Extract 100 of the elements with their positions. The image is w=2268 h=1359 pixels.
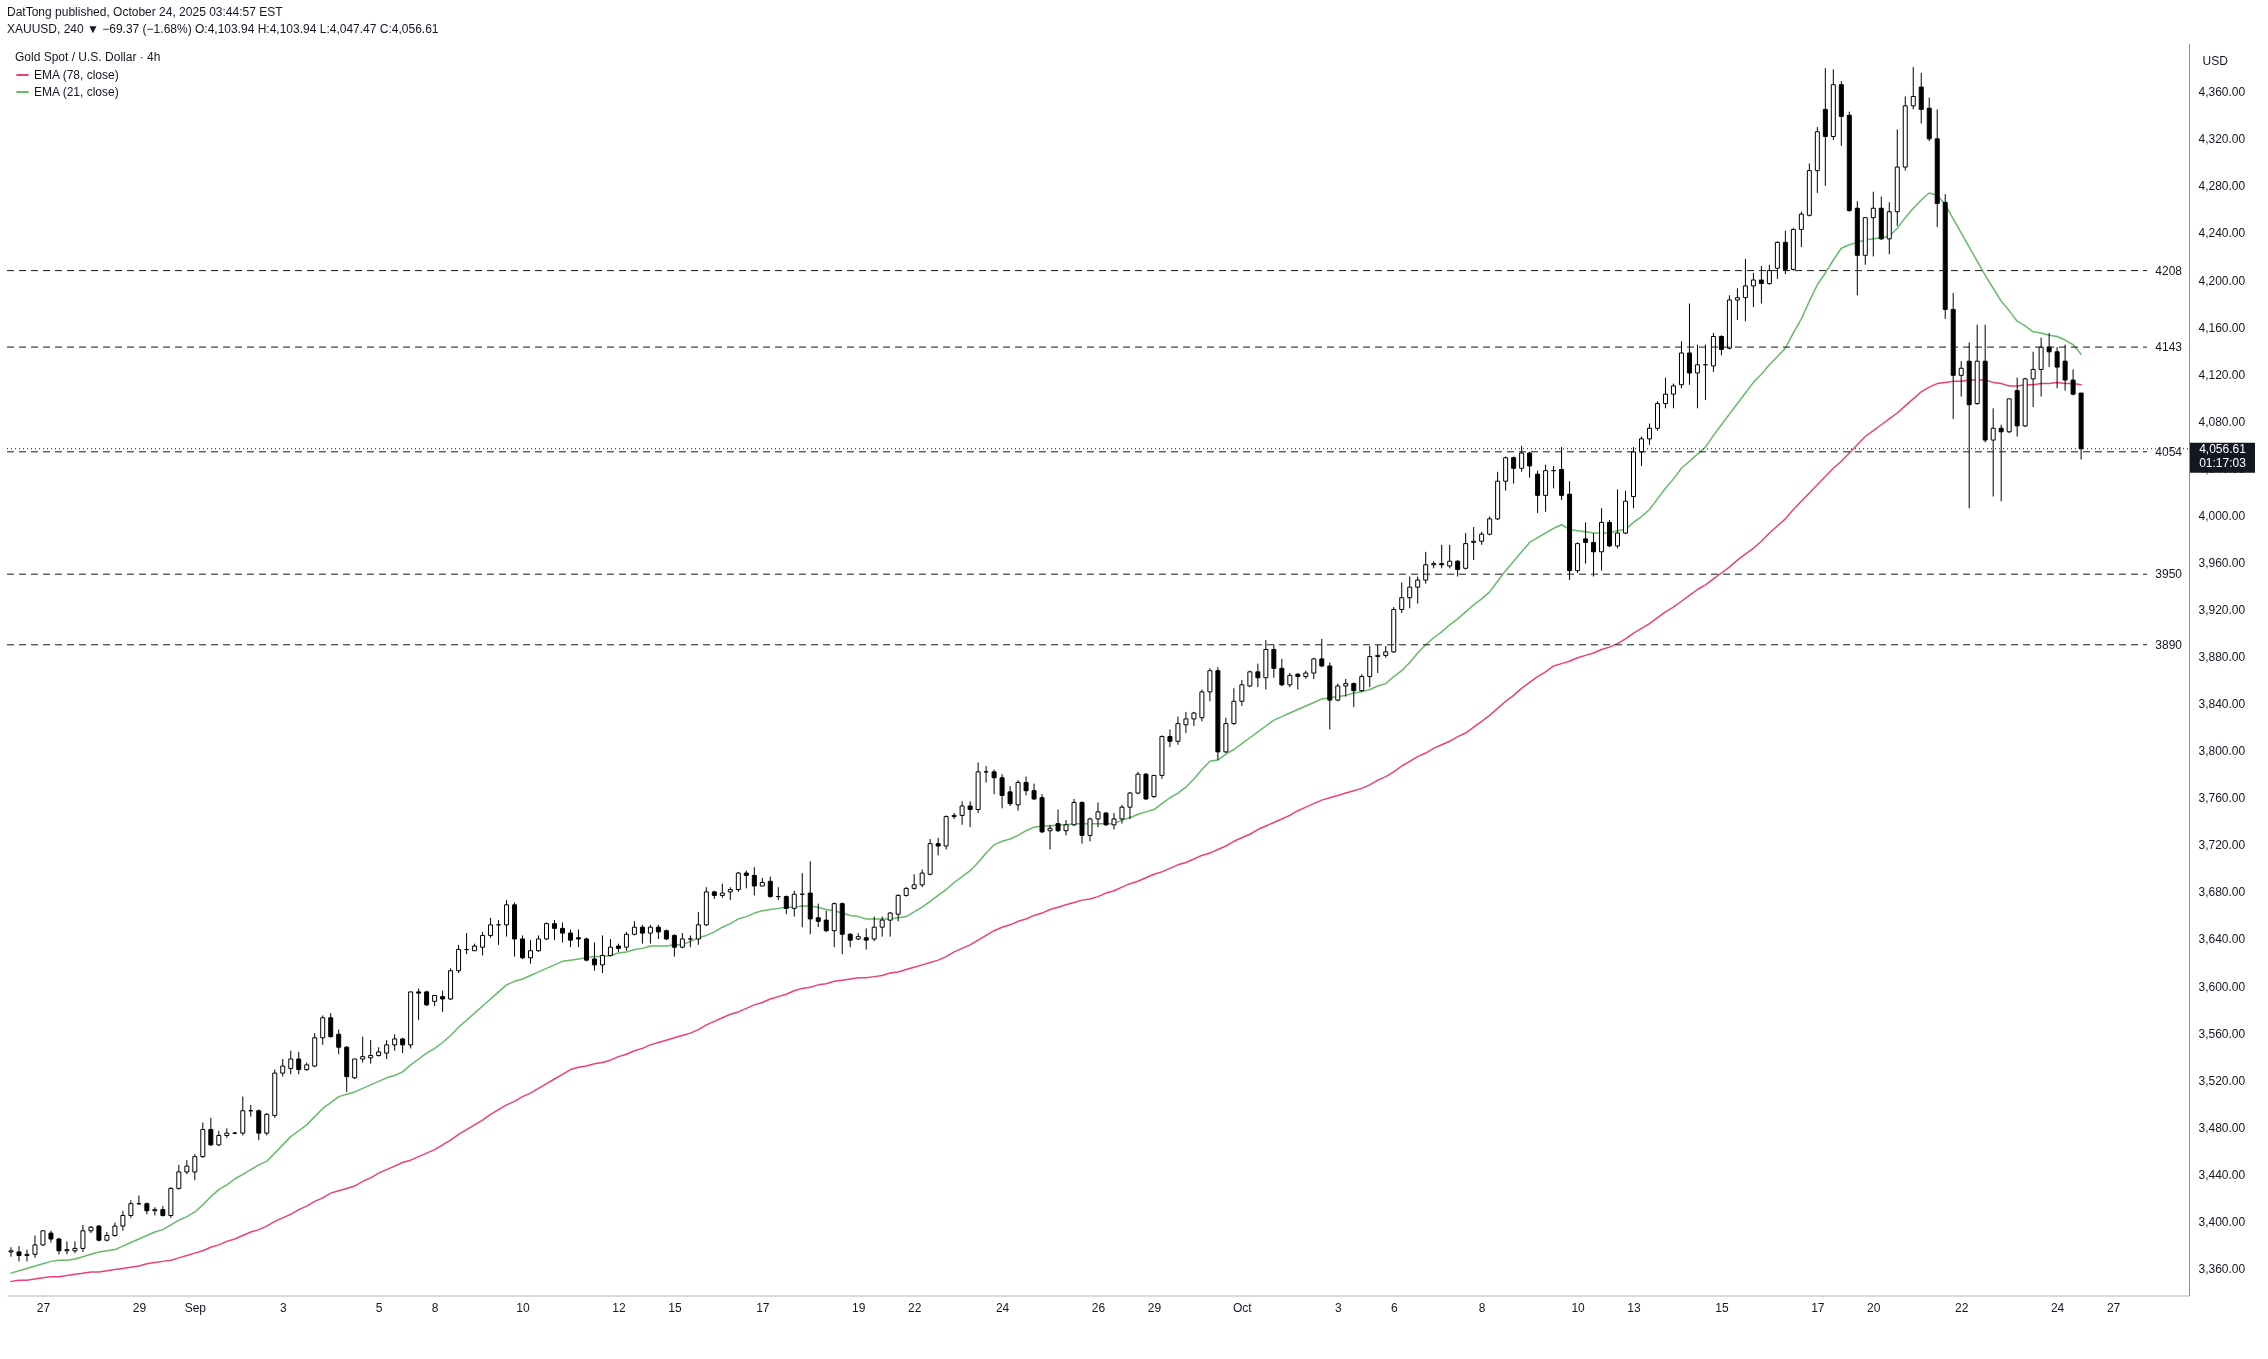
x-tick-label: Oct [1233,1301,1253,1315]
candlestick [895,893,901,922]
candlestick [1279,658,1285,687]
candlestick [1023,776,1029,796]
x-tick-label: 22 [907,1301,922,1315]
x-tick-label: 27 [2106,1301,2121,1315]
y-tick-label: 3,840.00 [2198,697,2246,712]
legend-label: EMA (78, close) [34,68,119,82]
candlestick [695,911,701,946]
candlestick [1670,383,1676,409]
candlestick [1207,667,1213,702]
x-tick-label: 20 [1867,1301,1881,1315]
ref-line-label: 4054 [2155,444,2183,459]
candlestick [384,1039,390,1060]
candlestick [152,1206,158,1216]
candlestick [296,1051,302,1075]
candlestick [1367,645,1373,688]
x-tick-label: 15 [1715,1301,1729,1315]
candlestick [1535,470,1541,514]
candlestick [791,890,797,918]
candlestick [967,800,973,828]
candlestick [1471,526,1477,561]
candlestick [1615,488,1621,549]
candlestick [1127,791,1133,820]
candlestick [671,933,677,958]
y-tick-label: 3,960.00 [2198,555,2246,570]
candlestick [1503,456,1509,492]
candlestick [456,944,462,974]
y-tick-label: 4,320.00 [2198,132,2246,147]
candlestick [320,1014,326,1046]
candlestick [1734,287,1740,321]
candlestick [16,1245,22,1262]
y-tick-label: 4,200.00 [2198,273,2246,288]
candlestick [80,1224,86,1253]
candlestick [1375,644,1381,674]
chart-subtitle: XAUUSD, 240 ▼ −69.37 (−1.68%) O:4,103.94 H:4,103.94 L:4,047.47 C:4,056.61 [7,21,439,36]
x-tick-label: 6 [1390,1301,1398,1315]
candlestick [120,1210,126,1232]
candlestick [2062,344,2068,392]
candlestick [368,1039,374,1065]
candlestick [352,1058,358,1080]
candlestick [1055,809,1061,833]
candlestick [1639,436,1644,467]
ref-line-label: 4208 [2155,263,2183,278]
candlestick [599,934,605,974]
x-tick-label: 17 [1811,1301,1825,1315]
candlestick [1407,576,1413,609]
candlestick [8,1246,14,1258]
candlestick [871,916,877,942]
candlestick [767,876,773,899]
candlestick [1439,544,1445,569]
candlestick [1271,644,1277,679]
ref-line-label: 3950 [2155,567,2183,582]
candlestick [72,1240,78,1254]
candlestick [1119,804,1125,825]
candlestick [1718,334,1724,356]
candlestick [559,921,565,943]
legend-label: EMA (21, close) [34,85,119,99]
chart-title: DatTong published, October 24, 2025 03:44:57 EST [7,4,284,19]
ref-line-label: 3890 [2155,637,2183,652]
candlestick [1047,824,1053,851]
candlestick [1958,360,1964,398]
candlestick [991,769,997,795]
y-tick-label: 4,360.00 [2198,85,2246,100]
candlestick [1646,423,1652,446]
candlestick [1591,532,1597,578]
candlestick [1583,521,1589,565]
candlestick [1750,272,1756,308]
x-tick-label: 19 [852,1301,866,1315]
candlestick [504,899,510,938]
candlestick [751,866,757,896]
text: 01:17:03 [2199,455,2247,470]
candlestick [1918,72,1924,125]
candlestick [1686,303,1692,386]
candlestick [879,916,885,938]
legend-title: Gold Spot / U.S. Dollar · 4h [15,49,161,64]
candlestick [1998,424,2004,502]
candlestick [336,1029,342,1055]
candlestick [24,1249,30,1262]
candlestick [935,837,941,856]
y-tick-label: 3,440.00 [2198,1167,2246,1182]
x-tick-label: 3 [1334,1301,1342,1315]
x-tick-label: 10 [516,1301,531,1315]
candlestick [999,773,1005,809]
candlestick [1015,779,1021,812]
x-tick-label: 17 [756,1301,770,1315]
x-tick-label: 26 [1091,1301,1106,1315]
x-tick-label: 12 [612,1301,626,1315]
candlestick [520,934,526,960]
candlestick [1183,711,1189,734]
candlestick [959,800,965,826]
candlestick [1351,681,1357,708]
candlestick [1071,798,1077,827]
y-tick-label: 3,880.00 [2198,650,2246,665]
candlestick [1742,258,1748,322]
candlestick [1111,812,1117,831]
line-series [10,192,2082,1274]
y-tick-label: 3,720.00 [2198,838,2246,853]
y-tick-label: 3,760.00 [2198,791,2246,806]
x-tick-label: 13 [1627,1301,1641,1315]
